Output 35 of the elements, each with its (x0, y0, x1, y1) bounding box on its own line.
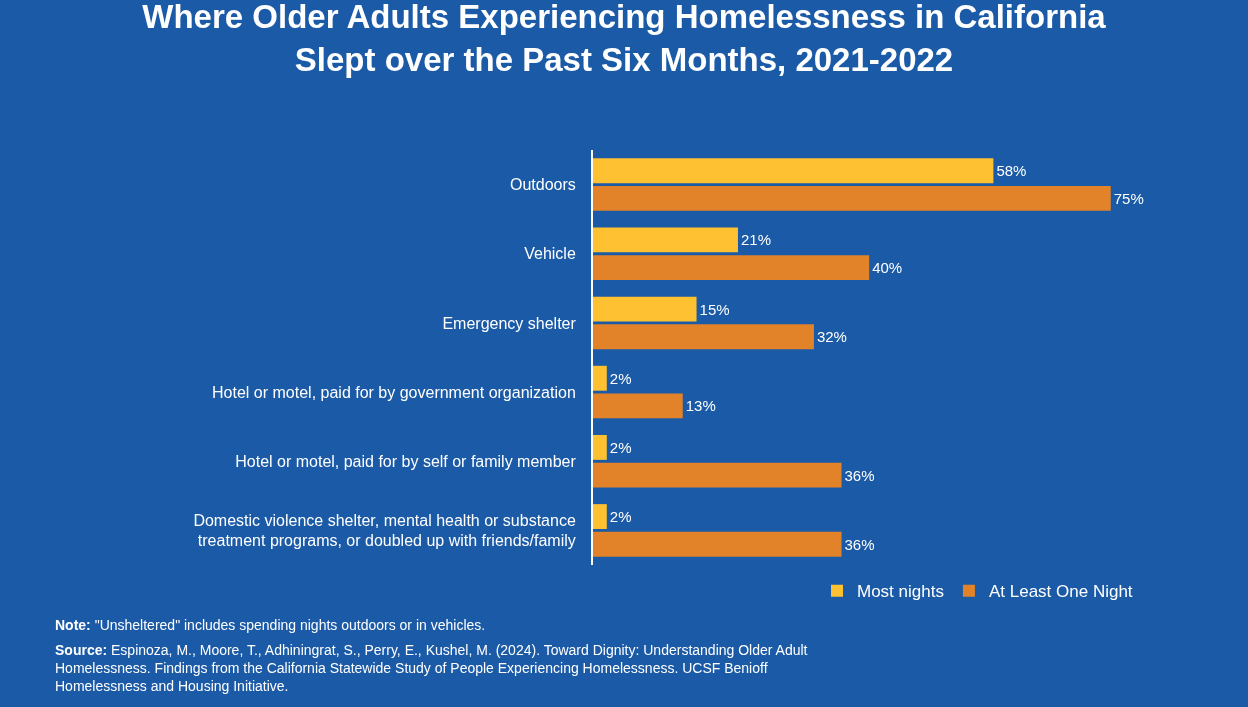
bar (593, 296, 697, 322)
data-label: 2% (609, 369, 632, 387)
y-tick-label: Vehicle (524, 245, 576, 263)
data-label: 75% (1113, 189, 1144, 207)
y-tick-label: Domestic violence shelter, mental health or substance treatment programs, or doubled up with friends/family (193, 511, 576, 550)
bar (593, 462, 842, 488)
data-label: 36% (844, 466, 875, 484)
chart-title: Where Older Adults Experiencing Homelessness in California Slept over the Past Six Months, 2021-2022 (142, 0, 1107, 79)
bar (593, 393, 683, 419)
bar (593, 324, 814, 350)
bar (593, 365, 607, 391)
y-tick-label: Hotel or motel, paid for by self or family member (235, 452, 577, 470)
bar (593, 434, 607, 460)
bar (593, 227, 738, 253)
y-tick-label: Hotel or motel, paid for by government organization (212, 383, 576, 401)
bar (593, 185, 1111, 211)
bar (593, 504, 607, 530)
bar (593, 158, 994, 184)
y-tick-label: Emergency shelter (442, 314, 577, 332)
source-note: Source: Espinoza, M., Moore, T., Adhiningrat, S., Perry, E., Kushel, M. (2024). Toward Dignity: Understanding Older Adult Homelessness. Findings from the California Statewide Study of People Experiencing Homelessness. UCSF Benioff Homelessness and Housing Initiative. (55, 642, 808, 695)
bar (593, 531, 842, 557)
legend-label: Most nights (857, 582, 944, 602)
data-label: 40% (872, 259, 903, 277)
data-label: 15% (699, 300, 730, 318)
data-label: 58% (996, 162, 1027, 180)
text: Note: "Unsheltered" includes spending nights outdoors or in vehicles. (55, 617, 486, 633)
data-label: 13% (685, 397, 716, 415)
y-tick-label: Outdoors (509, 176, 576, 194)
data-label: 32% (816, 328, 847, 346)
legend-label: At Least One Night (988, 582, 1133, 602)
data-label: 2% (609, 508, 632, 526)
data-label: 36% (844, 535, 875, 553)
bar (593, 255, 870, 281)
data-label: 21% (740, 231, 771, 249)
data-label: 2% (609, 438, 632, 456)
